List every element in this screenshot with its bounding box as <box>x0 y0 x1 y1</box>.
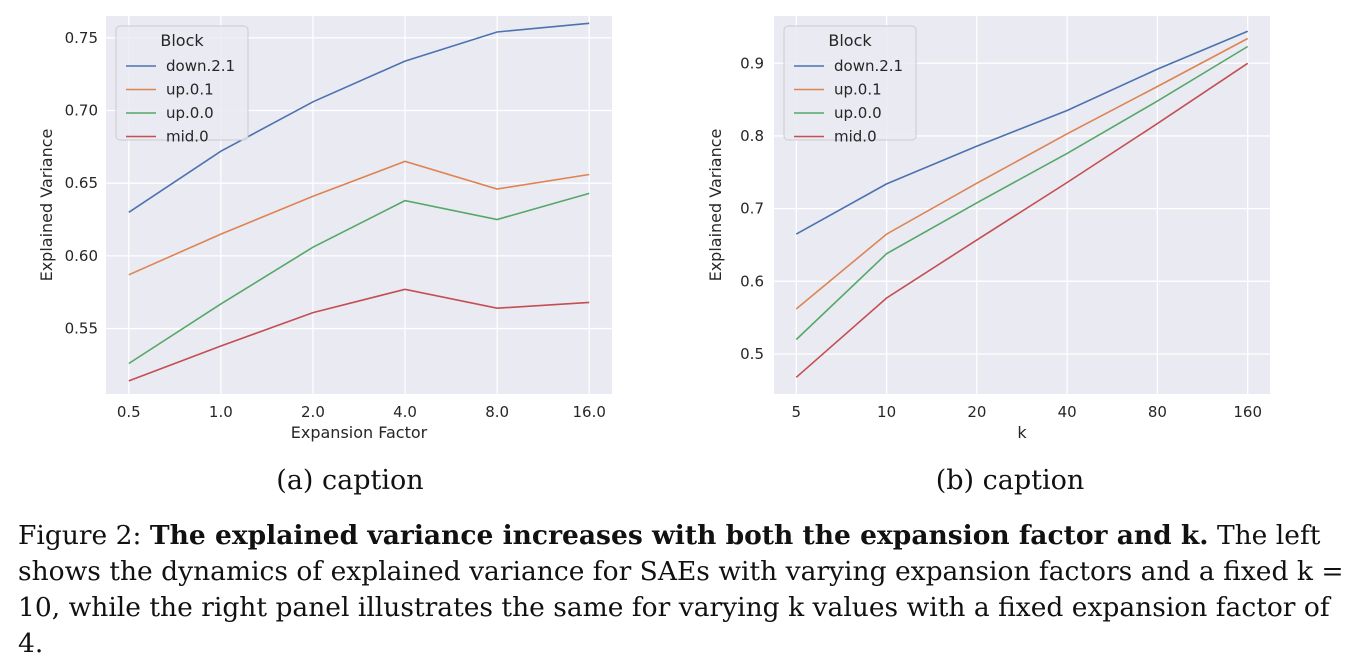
y-axis-label: Explained Variance <box>706 129 725 282</box>
figure-caption-label: Figure 2: <box>18 520 150 551</box>
y-tick-label: 0.5 <box>740 345 764 363</box>
x-tick-label: 0.5 <box>117 403 141 421</box>
x-tick-label: 40 <box>1058 403 1077 421</box>
x-tick-label: 16.0 <box>573 403 606 421</box>
x-tick-label: 10 <box>877 403 896 421</box>
legend-title: Block <box>160 31 204 50</box>
figure-caption-bold: The explained variance increases with bo… <box>149 520 1209 551</box>
y-tick-label: 0.9 <box>740 54 764 72</box>
chart-panel-a: 0.5 1.0 2.0 4.0 8.0 16.0 0.55 0.60 0.65 0.70 0.75 E… <box>0 0 680 505</box>
y-axis-label: Explained Variance <box>37 129 56 282</box>
x-tick-label: 80 <box>1148 403 1167 421</box>
series-line-up-0-0 <box>795 45 1249 341</box>
x-tick-label: 5 <box>792 403 802 421</box>
y-tick-label: 0.6 <box>740 272 764 290</box>
legend-entry: up.0.0 <box>166 104 214 122</box>
y-tick-label: 0.70 <box>65 102 98 120</box>
subcaption-a: (a) caption <box>276 465 424 496</box>
chart-b: 5 10 20 40 80 160 0.5 0.6 0.7 0.8 0.9 k Explained Va… <box>706 16 1270 442</box>
figure-caption-rest: The left shows the dynamics of explained… <box>18 520 1344 659</box>
series-line-down-2-1 <box>128 22 590 213</box>
y-tick-label: 0.65 <box>65 174 98 192</box>
chart-a: 0.5 1.0 2.0 4.0 8.0 16.0 0.55 0.60 0.65 0.70 0.75 E… <box>37 16 612 442</box>
chart-panel-b: 5 10 20 40 80 160 0.5 0.6 0.7 0.8 0.9 k Explained Va… <box>680 0 1358 505</box>
legend-entry: mid.0 <box>166 128 209 146</box>
x-tick-label: 8.0 <box>485 403 509 421</box>
y-tick-label: 0.75 <box>65 29 98 47</box>
x-axis-label: Expansion Factor <box>291 423 428 442</box>
series-line-up-0-0 <box>128 192 590 365</box>
y-tick-label: 0.7 <box>740 200 764 218</box>
legend-entry: up.0.1 <box>834 81 882 99</box>
series-line-up-0-1 <box>795 37 1249 310</box>
x-tick-label: 1.0 <box>209 403 233 421</box>
y-tick-label: 0.8 <box>740 127 764 145</box>
x-tick-label: 160 <box>1233 403 1262 421</box>
legend: Block down.2.1 up.0.1 up.0.0 mid.0 <box>115 25 249 146</box>
legend-box <box>783 25 917 141</box>
legend-title: Block <box>828 31 872 50</box>
legend-entry: up.0.1 <box>166 81 214 99</box>
x-tick-label: 4.0 <box>393 403 417 421</box>
x-tick-label: 2.0 <box>301 403 325 421</box>
series-line-mid-0 <box>795 62 1249 378</box>
legend-box <box>115 25 249 141</box>
x-tick-label: 20 <box>967 403 986 421</box>
legend-entry: up.0.0 <box>834 104 882 122</box>
figure-caption: Figure 2: The explained variance increas… <box>18 518 1348 662</box>
legend-entry: mid.0 <box>834 128 877 146</box>
y-tick-label: 0.55 <box>65 320 98 338</box>
legend-entry: down.2.1 <box>166 57 235 75</box>
y-tick-label: 0.60 <box>65 247 98 265</box>
series-line-down-2-1 <box>795 30 1249 235</box>
subcaption-b: (b) caption <box>935 465 1085 496</box>
series-line-up-0-1 <box>128 160 590 276</box>
x-axis-label: k <box>1017 423 1027 442</box>
legend: Block down.2.1 up.0.1 up.0.0 mid.0 <box>783 25 917 146</box>
legend-entry: down.2.1 <box>834 57 903 75</box>
series-line-mid-0 <box>128 288 590 382</box>
